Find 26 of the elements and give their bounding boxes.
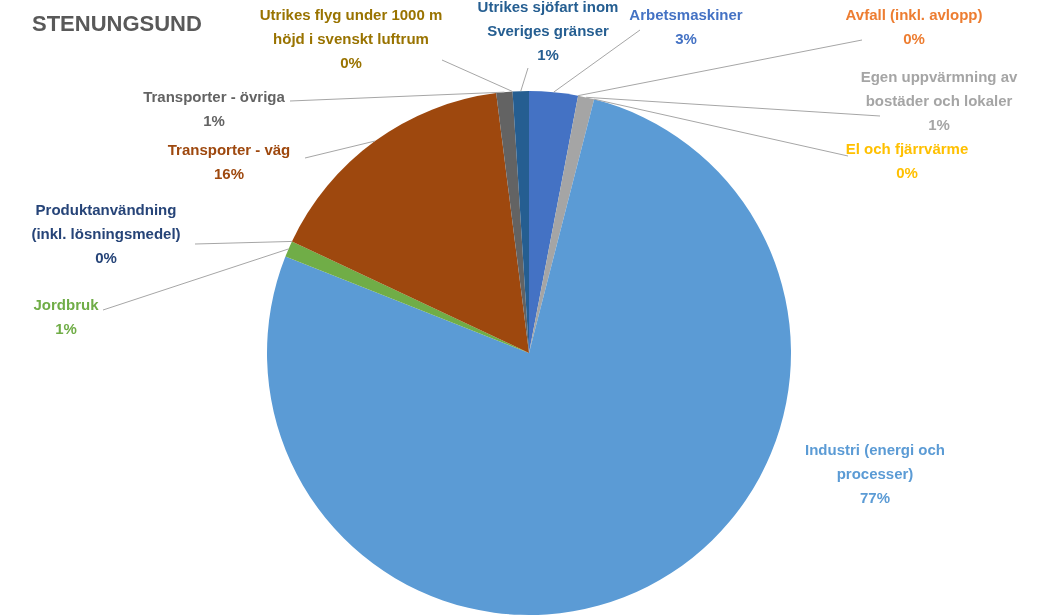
slice-label: Transporter - väg: [167, 141, 291, 158]
data-label: 1%: [55, 320, 77, 337]
text: 0%: [903, 30, 925, 47]
data-label: 77%: [859, 489, 891, 506]
data-label: 1%: [203, 112, 225, 129]
slice-label: Arbetsmaskiner: [629, 6, 743, 23]
slice-label: Industri (energi och processer): [804, 441, 946, 482]
text: 0%: [340, 54, 362, 71]
category-label: El och fjärrvärme: [845, 140, 969, 157]
pie-slice: [529, 91, 579, 353]
pie-slice: [285, 241, 529, 353]
text: STENUNGSUND: [32, 11, 202, 36]
data-label: 3%: [675, 30, 697, 47]
text: 0%: [896, 164, 918, 181]
data-label: 1%: [537, 46, 559, 63]
text: 0%: [95, 249, 117, 266]
data-label: 1%: [928, 116, 950, 133]
pie-slice: [291, 93, 529, 353]
category-label: Produktanvändning (inkl. lösningsmedel): [31, 201, 181, 242]
category-label: Utrikes flyg under 1000 m höjd i svenskt luftrum: [259, 6, 443, 47]
category-label: Avfall (inkl. avlopp): [845, 6, 983, 23]
data-label: 16%: [213, 165, 245, 182]
slice-label: Utrikes sjöfart inom Sveriges gränser: [477, 0, 619, 39]
slice-label: Egen uppvärmning av bostäder och lokaler: [860, 68, 1018, 109]
slice-label: Jordbruk: [33, 296, 100, 313]
slice-label: Transporter - övriga: [143, 88, 286, 105]
